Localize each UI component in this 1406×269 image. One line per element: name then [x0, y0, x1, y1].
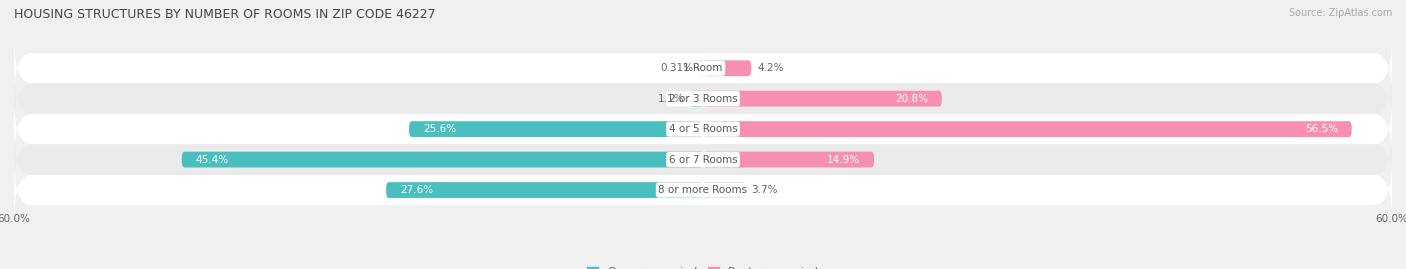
FancyBboxPatch shape: [703, 152, 875, 168]
Text: 3.7%: 3.7%: [751, 185, 778, 195]
Text: 14.9%: 14.9%: [827, 155, 860, 165]
FancyBboxPatch shape: [690, 91, 703, 107]
FancyBboxPatch shape: [703, 91, 942, 107]
Text: 25.6%: 25.6%: [423, 124, 456, 134]
FancyBboxPatch shape: [409, 121, 703, 137]
FancyBboxPatch shape: [14, 98, 1392, 160]
Text: 27.6%: 27.6%: [399, 185, 433, 195]
Text: 56.5%: 56.5%: [1305, 124, 1339, 134]
Text: Source: ZipAtlas.com: Source: ZipAtlas.com: [1288, 8, 1392, 18]
FancyBboxPatch shape: [703, 60, 751, 76]
Text: 20.8%: 20.8%: [896, 94, 928, 104]
Text: 2 or 3 Rooms: 2 or 3 Rooms: [669, 94, 737, 104]
FancyBboxPatch shape: [14, 160, 1392, 221]
FancyBboxPatch shape: [387, 182, 703, 198]
FancyBboxPatch shape: [14, 38, 1392, 99]
FancyBboxPatch shape: [181, 152, 703, 168]
Text: 4 or 5 Rooms: 4 or 5 Rooms: [669, 124, 737, 134]
Text: 0.31%: 0.31%: [661, 63, 693, 73]
FancyBboxPatch shape: [14, 68, 1392, 129]
Text: 6 or 7 Rooms: 6 or 7 Rooms: [669, 155, 737, 165]
FancyBboxPatch shape: [699, 60, 703, 76]
Text: 1.1%: 1.1%: [658, 94, 685, 104]
Text: HOUSING STRUCTURES BY NUMBER OF ROOMS IN ZIP CODE 46227: HOUSING STRUCTURES BY NUMBER OF ROOMS IN…: [14, 8, 436, 21]
FancyBboxPatch shape: [14, 129, 1392, 190]
Text: 1 Room: 1 Room: [683, 63, 723, 73]
Text: 8 or more Rooms: 8 or more Rooms: [658, 185, 748, 195]
FancyBboxPatch shape: [703, 121, 1351, 137]
Text: 4.2%: 4.2%: [756, 63, 783, 73]
FancyBboxPatch shape: [703, 182, 745, 198]
Text: 45.4%: 45.4%: [195, 155, 229, 165]
Legend: Owner-occupied, Renter-occupied: Owner-occupied, Renter-occupied: [582, 263, 824, 269]
